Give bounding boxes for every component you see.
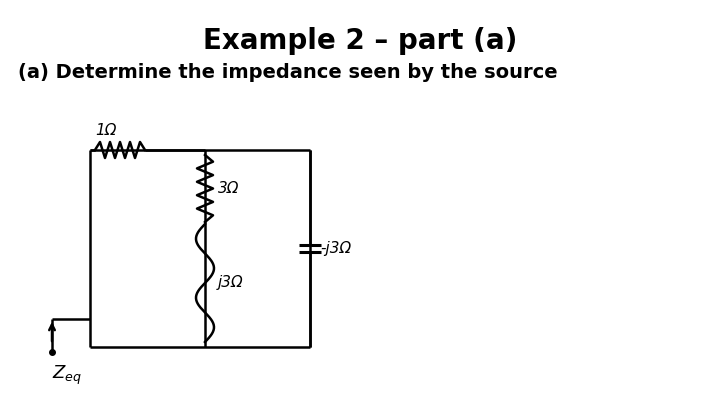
- Text: 3Ω: 3Ω: [218, 181, 239, 196]
- Text: (a) Determine the impedance seen by the source: (a) Determine the impedance seen by the …: [18, 63, 557, 82]
- Text: j3Ω: j3Ω: [218, 275, 243, 290]
- Text: -j3Ω: -j3Ω: [320, 241, 351, 256]
- Text: Example 2 – part (a): Example 2 – part (a): [203, 27, 517, 55]
- Text: 1Ω: 1Ω: [95, 123, 117, 138]
- Text: $Z_{eq}$: $Z_{eq}$: [52, 364, 82, 387]
